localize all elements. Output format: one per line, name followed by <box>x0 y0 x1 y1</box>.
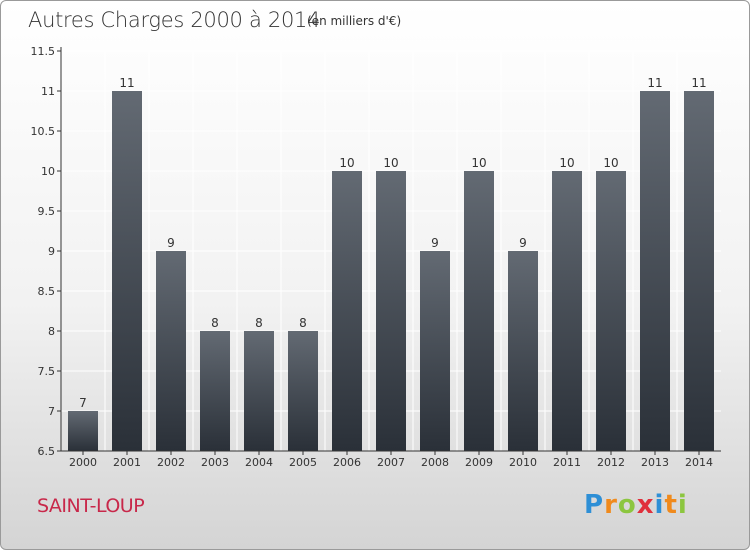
bar <box>200 331 230 451</box>
logo-letter: x <box>636 490 655 520</box>
chart-title: Autres Charges 2000 à 2014 <box>28 8 321 32</box>
x-tick-label: 2001 <box>113 456 141 469</box>
x-tick-label: 2009 <box>465 456 493 469</box>
commune-name: SAINT-LOUP <box>37 495 145 517</box>
logo-letter: P <box>584 490 605 520</box>
bar <box>244 331 274 451</box>
bar <box>156 251 186 451</box>
bar <box>596 171 626 451</box>
bar-value-label: 9 <box>519 236 527 250</box>
bar <box>332 171 362 451</box>
bar-value-label: 7 <box>79 396 87 410</box>
x-tick-label: 2004 <box>245 456 273 469</box>
logo-letter: r <box>604 490 618 520</box>
bar <box>552 171 582 451</box>
x-tick-label: 2012 <box>597 456 625 469</box>
y-tick-label: 8.5 <box>38 285 56 298</box>
y-tick-label: 6.5 <box>38 445 56 458</box>
y-tick-label: 7.5 <box>38 365 56 378</box>
bar <box>68 411 98 451</box>
x-tick-label: 2003 <box>201 456 229 469</box>
x-tick-label: 2010 <box>509 456 537 469</box>
bar <box>376 171 406 451</box>
bar-value-label: 8 <box>255 316 263 330</box>
bars <box>68 91 714 451</box>
logo-letter: i <box>654 490 665 520</box>
bar <box>508 251 538 451</box>
x-tick-label: 2013 <box>641 456 669 469</box>
x-tick-label: 2011 <box>553 456 581 469</box>
bar-value-label: 11 <box>647 76 662 90</box>
bar-value-label: 11 <box>691 76 706 90</box>
bar-value-label: 11 <box>119 76 134 90</box>
y-tick-label: 8 <box>48 325 55 338</box>
bar <box>464 171 494 451</box>
y-tick-label: 11.5 <box>31 45 56 58</box>
x-tick-label: 2005 <box>289 456 317 469</box>
y-tick-label: 10 <box>41 165 55 178</box>
x-tick-label: 2000 <box>69 456 97 469</box>
bar-value-label: 9 <box>431 236 439 250</box>
chart-subtitle: (en milliers d'€) <box>307 14 402 28</box>
logo-letter: t <box>664 490 678 520</box>
x-tick-label: 2002 <box>157 456 185 469</box>
labels: 7 11 9 8 8 8 10 10 9 10 9 10 10 11 11 <box>79 76 706 410</box>
bar <box>112 91 142 451</box>
bar <box>684 91 714 451</box>
bar-value-label: 9 <box>167 236 175 250</box>
y-tick-label: 7 <box>48 405 55 418</box>
bar-value-label: 10 <box>559 156 574 170</box>
bar-value-label: 8 <box>299 316 307 330</box>
y-tick-label: 9.5 <box>38 205 56 218</box>
y-tick-label: 11 <box>41 85 55 98</box>
bar-value-label: 10 <box>471 156 486 170</box>
bar-value-label: 8 <box>211 316 219 330</box>
logo-letter: o <box>617 490 637 520</box>
proxiti-logo[interactable]: Proxiti <box>584 490 688 520</box>
bar-value-label: 10 <box>339 156 354 170</box>
y-tick-label: 9 <box>48 245 55 258</box>
y-tick-label: 10.5 <box>31 125 56 138</box>
axes: 6.5 7 7.5 8 8.5 9 9.5 10 10.5 11 11.5 2000 2001 2002 2… <box>31 45 721 469</box>
bar <box>640 91 670 451</box>
x-tick-label: 2014 <box>685 456 713 469</box>
bar-value-label: 10 <box>383 156 398 170</box>
x-tick-label: 2007 <box>377 456 405 469</box>
x-tick-label: 2006 <box>333 456 361 469</box>
bar <box>420 251 450 451</box>
logo-letter: i <box>677 490 688 520</box>
x-tick-label: 2008 <box>421 456 449 469</box>
bar <box>288 331 318 451</box>
bar-value-label: 10 <box>603 156 618 170</box>
